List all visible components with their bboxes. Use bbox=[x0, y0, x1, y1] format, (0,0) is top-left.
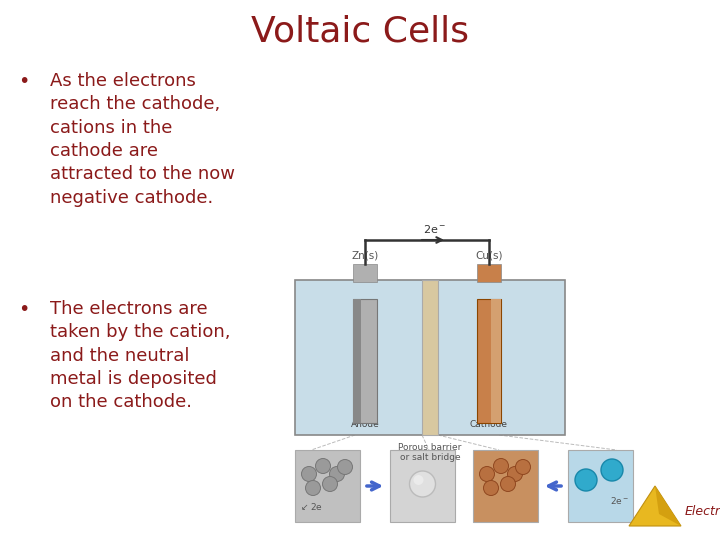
Text: •: • bbox=[18, 72, 30, 91]
Circle shape bbox=[601, 459, 623, 481]
Circle shape bbox=[410, 471, 436, 497]
Bar bbox=[353, 299, 377, 423]
Text: Cathode: Cathode bbox=[470, 420, 508, 429]
Bar bbox=[390, 450, 455, 522]
Circle shape bbox=[315, 458, 330, 474]
Bar bbox=[477, 299, 501, 423]
Bar bbox=[568, 450, 633, 522]
Circle shape bbox=[413, 475, 423, 485]
Bar bbox=[473, 450, 538, 522]
Text: 2e$^-$: 2e$^-$ bbox=[423, 223, 446, 235]
Circle shape bbox=[305, 481, 320, 496]
Text: •: • bbox=[18, 300, 30, 319]
Text: Voltaic Cells: Voltaic Cells bbox=[251, 15, 469, 49]
Bar bbox=[477, 264, 501, 282]
Text: Porous barrier
or salt bridge: Porous barrier or salt bridge bbox=[398, 443, 462, 462]
Bar bbox=[295, 280, 565, 435]
Polygon shape bbox=[629, 486, 681, 526]
Bar bbox=[295, 450, 360, 522]
Circle shape bbox=[493, 458, 508, 474]
Circle shape bbox=[338, 460, 353, 475]
Circle shape bbox=[575, 469, 597, 491]
Text: 2e$^-$: 2e$^-$ bbox=[610, 495, 629, 506]
Bar bbox=[491, 299, 501, 423]
Circle shape bbox=[500, 476, 516, 491]
Text: Electrochemistry: Electrochemistry bbox=[685, 505, 720, 518]
Circle shape bbox=[484, 481, 498, 496]
Bar bbox=[353, 299, 361, 423]
Text: Zn(s): Zn(s) bbox=[351, 250, 379, 260]
Circle shape bbox=[480, 467, 495, 482]
Circle shape bbox=[302, 467, 317, 482]
Polygon shape bbox=[655, 486, 681, 526]
Circle shape bbox=[330, 467, 344, 482]
Circle shape bbox=[508, 467, 523, 482]
Text: $\swarrow$2e: $\swarrow$2e bbox=[299, 501, 323, 512]
Text: The electrons are
taken by the cation,
and the neutral
metal is deposited
on the: The electrons are taken by the cation, a… bbox=[50, 300, 230, 411]
Circle shape bbox=[323, 476, 338, 491]
Text: Anode: Anode bbox=[351, 420, 379, 429]
Text: As the electrons
reach the cathode,
cations in the
cathode are
attracted to the : As the electrons reach the cathode, cati… bbox=[50, 72, 235, 207]
Circle shape bbox=[516, 460, 531, 475]
Text: Cu(s): Cu(s) bbox=[475, 250, 503, 260]
Bar bbox=[422, 280, 438, 435]
Bar bbox=[353, 264, 377, 282]
